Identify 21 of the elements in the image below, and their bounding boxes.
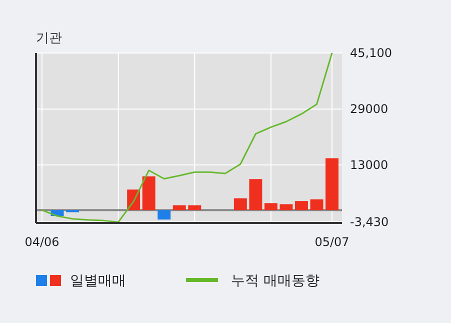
bar <box>188 205 202 210</box>
legend-label: 누적 매매동향 <box>231 273 320 289</box>
bar <box>172 205 186 210</box>
legend-label: 일별매매 <box>70 273 126 289</box>
y-tick-label: 45,100 <box>350 46 392 60</box>
y-tick-label: 13000 <box>350 158 388 172</box>
bar <box>264 203 278 210</box>
bar <box>294 201 308 210</box>
bar <box>249 179 262 210</box>
bar <box>310 199 324 210</box>
bar <box>326 158 338 210</box>
line-series <box>41 52 333 223</box>
bar <box>142 176 156 210</box>
chart-title: 기관 <box>36 31 62 46</box>
x-tick-label: 05/07 <box>314 235 350 249</box>
x-tick-label: 04/06 <box>24 235 60 249</box>
bar <box>280 204 293 210</box>
bar <box>158 210 171 220</box>
y-tick-label: 29000 <box>350 102 388 116</box>
y-tick-label: -3,430 <box>350 215 389 230</box>
bar <box>234 198 247 210</box>
